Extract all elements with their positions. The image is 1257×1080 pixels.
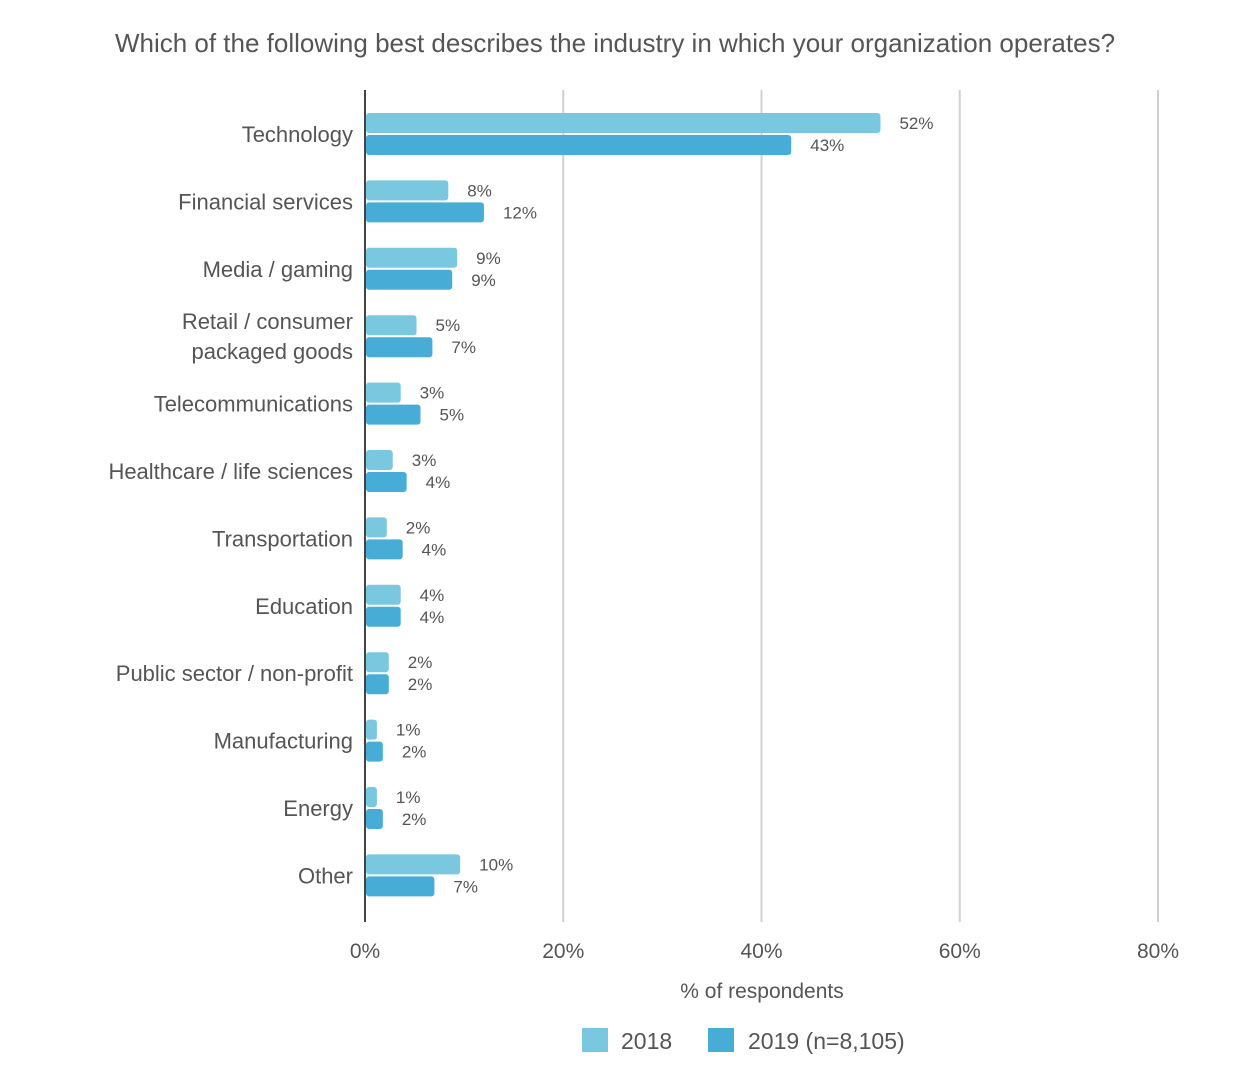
bar-2018-7 bbox=[366, 584, 401, 605]
value-label: 3% bbox=[420, 384, 445, 403]
value-label: 4% bbox=[426, 473, 451, 492]
value-label: 2% bbox=[408, 653, 433, 672]
category-label: Telecommunications bbox=[154, 392, 353, 417]
bar-2018-4 bbox=[366, 382, 401, 403]
bar-2018-10 bbox=[366, 787, 377, 807]
bar-2019-0 bbox=[366, 135, 792, 155]
value-label: 7% bbox=[453, 877, 478, 896]
bar-2018-6 bbox=[366, 517, 387, 538]
bar-2019-8 bbox=[366, 674, 389, 695]
value-labels: 52% 43% 8% 12% 9% 9% 5% 7% 3% 5% 3% 4% 2% 4% 4% 4% 2% 2% 1… bbox=[396, 114, 934, 896]
value-label: 12% bbox=[503, 203, 537, 222]
value-label: 7% bbox=[451, 338, 476, 357]
x-tick-label: 80% bbox=[1137, 940, 1179, 963]
value-label: 1% bbox=[396, 788, 421, 807]
category-label: Manufacturing bbox=[214, 729, 353, 754]
value-label: 9% bbox=[471, 271, 496, 290]
legend: 2018 2019 (n=8,105) bbox=[582, 1028, 905, 1054]
bar-2019-2 bbox=[366, 269, 453, 290]
value-label: 5% bbox=[440, 406, 465, 425]
category-label: Other bbox=[298, 863, 353, 888]
legend-label: 2018 bbox=[621, 1028, 672, 1054]
category-label: packaged goods bbox=[192, 339, 353, 364]
value-label: 3% bbox=[412, 451, 437, 470]
bar-2018-9 bbox=[366, 719, 377, 740]
bar-2019-9 bbox=[366, 741, 383, 762]
value-label: 10% bbox=[479, 855, 513, 874]
x-tick-label: 0% bbox=[350, 940, 380, 963]
bar-2018-0 bbox=[366, 113, 881, 133]
value-label: 4% bbox=[420, 608, 445, 627]
category-label: Transportation bbox=[212, 526, 353, 551]
value-label: 1% bbox=[396, 721, 421, 740]
value-label: 43% bbox=[810, 136, 844, 155]
value-label: 52% bbox=[899, 114, 933, 133]
bar-2018-3 bbox=[366, 315, 417, 336]
category-label: Public sector / non-profit bbox=[116, 661, 353, 686]
chart-title: Which of the following best describes th… bbox=[114, 28, 1116, 58]
x-tick-label: 20% bbox=[542, 940, 584, 963]
value-label: 5% bbox=[436, 316, 461, 335]
bars bbox=[366, 113, 881, 897]
bar-2019-1 bbox=[366, 202, 484, 223]
category-label: Retail / consumer bbox=[182, 309, 353, 334]
x-tick-label: 60% bbox=[939, 940, 981, 963]
category-label: Media / gaming bbox=[203, 257, 353, 282]
bar-2019-11 bbox=[366, 876, 435, 897]
category-label: Technology bbox=[242, 122, 353, 147]
bar-2019-7 bbox=[366, 606, 401, 627]
value-label: 2% bbox=[402, 743, 427, 762]
value-label: 4% bbox=[420, 586, 445, 605]
bar-2018-11 bbox=[366, 854, 461, 875]
bar-2018-8 bbox=[366, 652, 389, 673]
category-label: Financial services bbox=[178, 189, 353, 214]
bar-2019-6 bbox=[366, 539, 403, 560]
legend-swatch-2019 bbox=[708, 1028, 734, 1052]
bar-2019-4 bbox=[366, 404, 421, 425]
grid-lines bbox=[562, 90, 1159, 922]
x-axis-title: % of respondents bbox=[680, 980, 843, 1003]
bar-2019-5 bbox=[366, 472, 407, 492]
category-label: Energy bbox=[283, 796, 353, 821]
legend-swatch-2018 bbox=[582, 1028, 608, 1052]
value-label: 2% bbox=[406, 518, 431, 537]
category-labels: Technology Financial services Media / gami… bbox=[108, 122, 353, 888]
bar-2019-3 bbox=[366, 337, 433, 358]
bar-2019-10 bbox=[366, 809, 383, 829]
value-label: 9% bbox=[476, 249, 501, 268]
bar-2018-1 bbox=[366, 180, 449, 201]
value-label: 2% bbox=[408, 675, 433, 694]
x-tick-label: 40% bbox=[740, 940, 782, 963]
category-label: Education bbox=[255, 594, 353, 619]
category-label: Healthcare / life sciences bbox=[108, 459, 353, 484]
bar-2018-2 bbox=[366, 247, 458, 268]
value-label: 8% bbox=[467, 181, 492, 200]
value-label: 2% bbox=[402, 810, 427, 829]
value-label: 4% bbox=[422, 540, 447, 559]
legend-label: 2019 (n=8,105) bbox=[748, 1028, 905, 1054]
bar-2018-5 bbox=[366, 450, 393, 470]
x-axis-ticks: 0% 20% 40% 60% 80% bbox=[350, 940, 1179, 963]
